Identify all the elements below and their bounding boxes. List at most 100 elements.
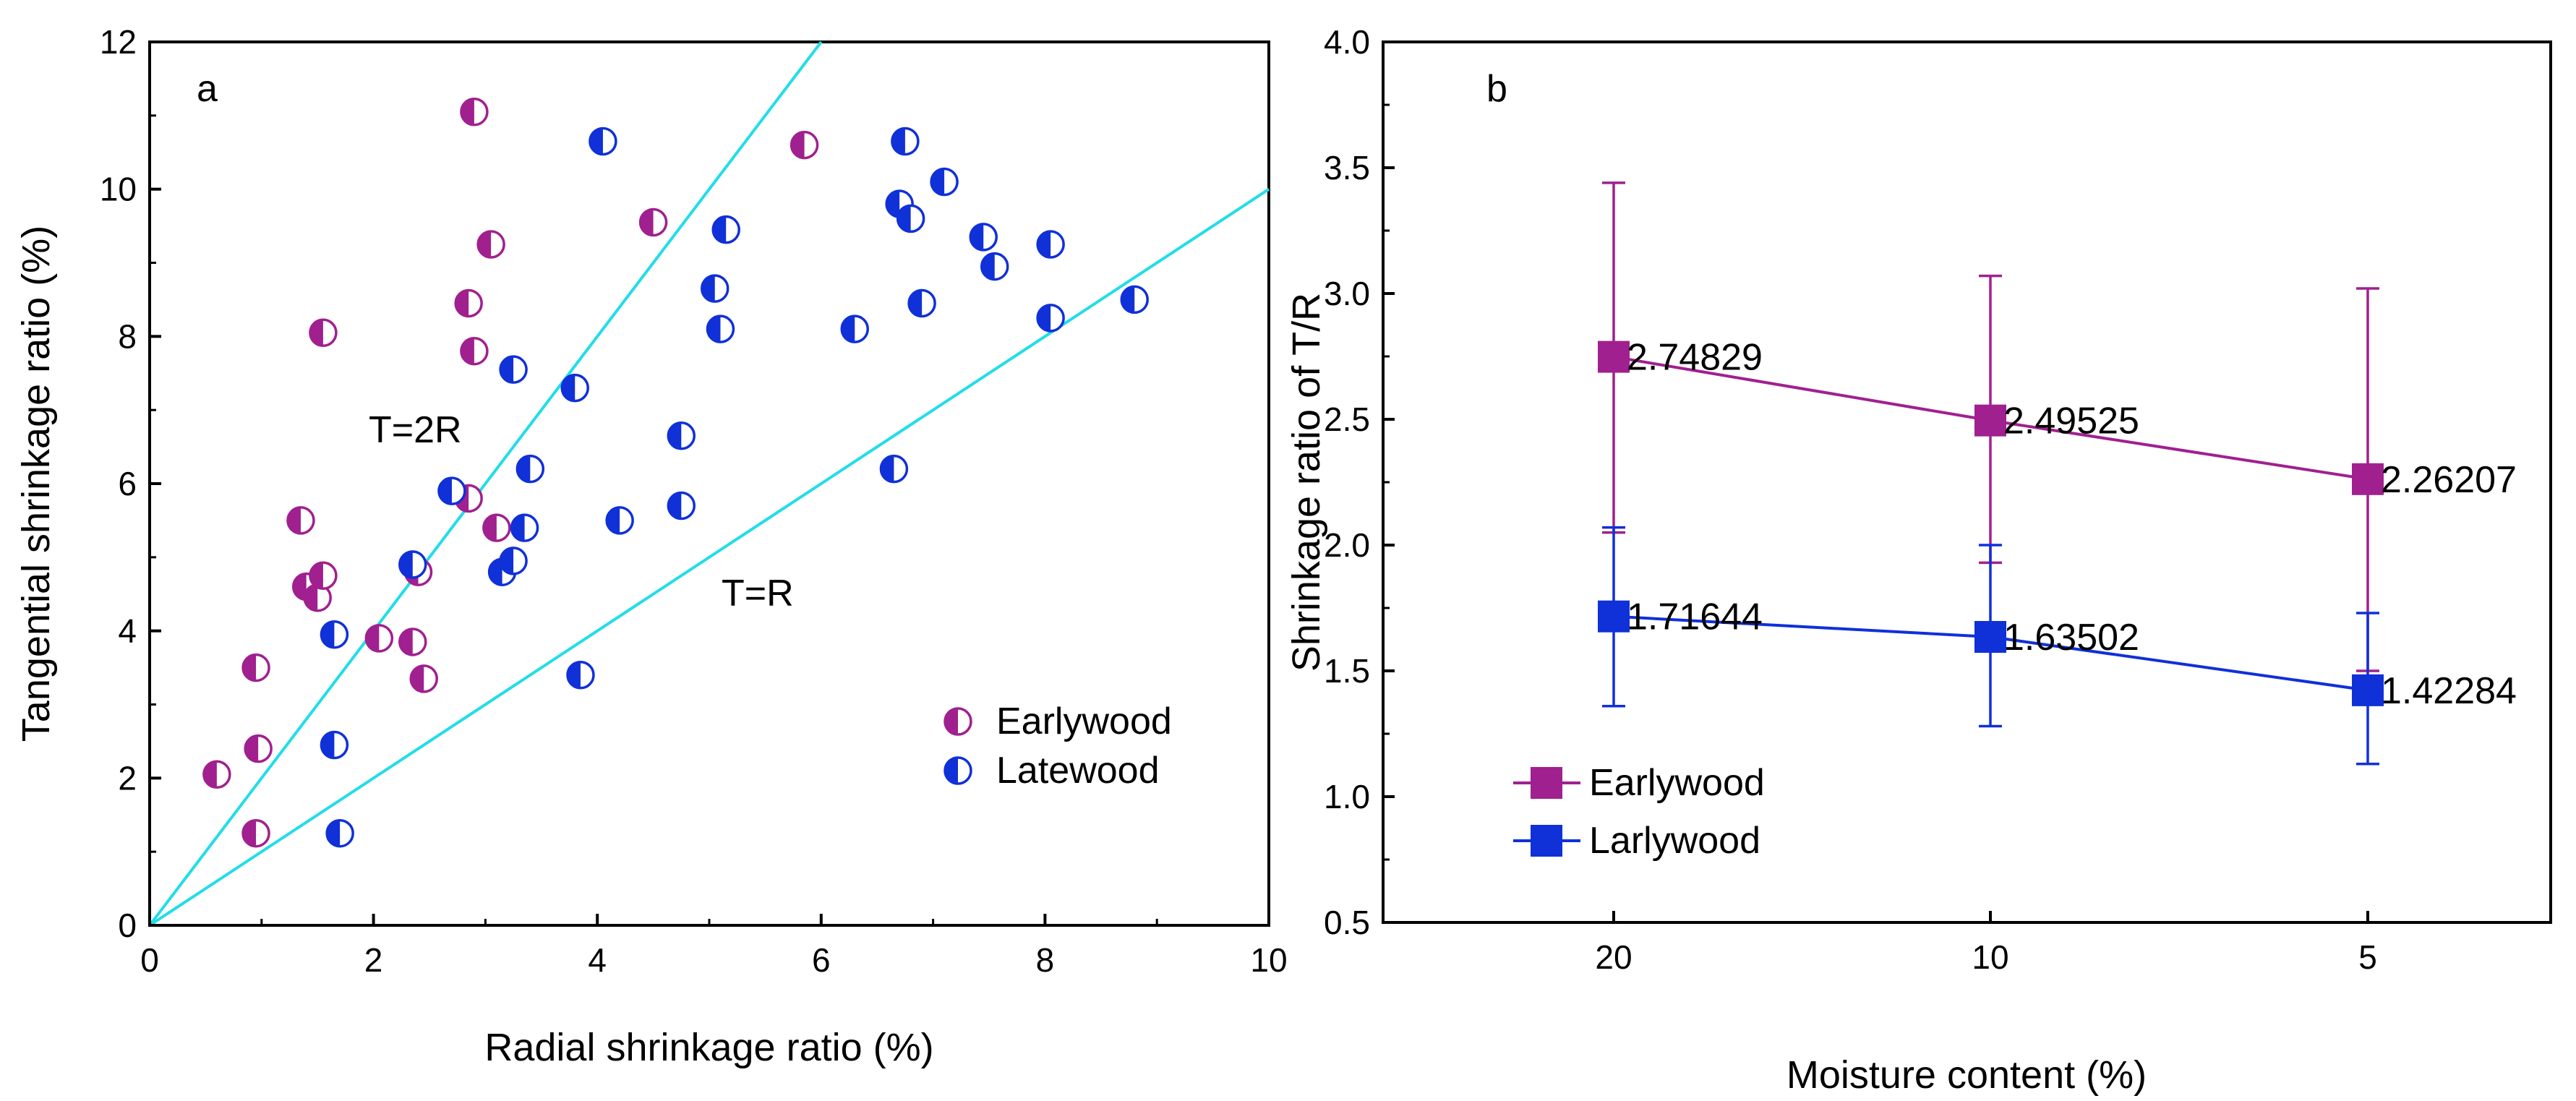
marker-fill [500, 547, 514, 574]
point-latewood [499, 355, 528, 384]
x-tick-label: 8 [1036, 941, 1055, 979]
data-point [2352, 674, 2384, 706]
marker-fill [399, 628, 413, 655]
x-tick-label-b: 10 [1972, 938, 2008, 976]
y-axis-ticks: 0 2 4 6 8 10 12 [100, 23, 161, 944]
x-tick-label: 0 [140, 941, 159, 979]
legend-square [1531, 767, 1562, 799]
marker-fill [245, 735, 259, 762]
marker-fill [701, 275, 715, 302]
point-earlywood [482, 513, 511, 542]
legend-a: Earlywood Latewood [943, 701, 1172, 792]
marker-fill [461, 98, 474, 125]
marker-fill [589, 128, 603, 155]
point-latewood [605, 506, 634, 535]
x-tick-label-b: 20 [1595, 938, 1632, 976]
point-earlywood [286, 506, 315, 535]
point-earlywood [638, 207, 668, 237]
legend-marker-latewood [943, 756, 972, 785]
marker-fill [1037, 231, 1051, 258]
point-latewood [896, 204, 925, 234]
marker-fill [668, 492, 682, 519]
reference-label-t-r: T=R [722, 573, 794, 614]
panel-label-a: a [197, 68, 218, 110]
x-axis-ticks: 0 2 4 6 8 10 [140, 914, 1288, 979]
x-axis-label-a: Radial shrinkage ratio (%) [484, 1026, 933, 1069]
marker-fill [607, 507, 620, 534]
point-latewood [706, 314, 735, 343]
marker-fill [567, 661, 581, 688]
point-latewood [499, 547, 528, 575]
marker-fill [321, 732, 335, 758]
data-label: 1.63502 [2003, 617, 2139, 659]
data-label: 1.71644 [1627, 596, 1763, 638]
point-earlywood [364, 624, 394, 653]
data-point [1974, 621, 2006, 654]
point-earlywood [476, 230, 505, 259]
panel-label-b: b [1486, 68, 1507, 110]
marker-fill [945, 758, 958, 784]
y-tick-label-b: 2.0 [1324, 526, 1370, 564]
point-earlywood [244, 734, 273, 763]
point-latewood [930, 167, 959, 197]
reference-lines [148, 40, 1270, 927]
marker-fill [309, 320, 323, 346]
marker-fill [438, 478, 452, 505]
marker-fill [881, 455, 894, 482]
marker-fill [293, 573, 307, 600]
marker-fill [886, 191, 900, 218]
point-earlywood [460, 97, 489, 127]
marker-fill [511, 515, 525, 541]
legend-label-latewood: Latewood [996, 750, 1160, 792]
point-latewood [879, 454, 909, 484]
plot-frame-a [148, 40, 1270, 927]
legend-marker-earlywood [943, 707, 972, 736]
legend-icon-earlywood [943, 707, 972, 736]
point-latewood [969, 223, 998, 252]
marker-fill [483, 515, 497, 541]
legend-marker-larlywood [1513, 825, 1580, 857]
series-larlywood: 1.71644 1.63502 1.42284 [1598, 526, 2517, 766]
legend-label-larlywood: Larlywood [1589, 820, 1760, 862]
marker-fill [897, 205, 911, 232]
point-latewood [320, 620, 349, 649]
point-latewood [907, 288, 936, 318]
point-earlywood [241, 818, 270, 848]
marker-fill [478, 231, 492, 258]
marker-fill [981, 253, 995, 280]
chart-panel-b: 0.51.01.52.02.53.03.54.0 20 10 5 2.748292.… [1285, 23, 2552, 1097]
y-tick-label-b: 0.5 [1324, 904, 1370, 941]
data-point [2352, 463, 2384, 495]
scatter-points [202, 97, 1149, 848]
data-label: 1.42284 [2381, 670, 2517, 712]
marker-fill [321, 621, 335, 648]
marker-fill [500, 356, 514, 383]
x-tick-label: 4 [588, 941, 607, 979]
point-latewood [980, 252, 1009, 281]
data-label: 2.74829 [1627, 337, 1763, 379]
y-tick-label: 12 [100, 23, 137, 61]
point-earlywood [309, 561, 338, 591]
y-tick-label: 0 [118, 907, 137, 944]
data-point [1598, 340, 1630, 373]
point-latewood [667, 491, 696, 520]
marker-fill [455, 290, 469, 317]
point-latewood [510, 513, 539, 542]
y-tick-label: 10 [100, 171, 137, 208]
point-latewood [700, 274, 729, 303]
point-earlywood [309, 318, 338, 347]
point-earlywood [241, 653, 270, 682]
legend-b: Earlywood Larlywood [1513, 762, 1765, 862]
marker-fill [668, 422, 682, 449]
x-tick-label: 6 [812, 941, 831, 979]
marker-fill [366, 625, 380, 651]
point-latewood [1036, 304, 1065, 333]
point-latewood [891, 127, 920, 156]
point-earlywood [454, 288, 483, 318]
y-tick-label-b: 2.5 [1324, 400, 1370, 438]
marker-fill [304, 584, 318, 611]
x-axis-label-b: Moisture content (%) [1786, 1053, 2147, 1097]
point-latewood [840, 314, 869, 343]
data-label: 2.26207 [2381, 459, 2517, 501]
marker-fill [287, 507, 301, 534]
